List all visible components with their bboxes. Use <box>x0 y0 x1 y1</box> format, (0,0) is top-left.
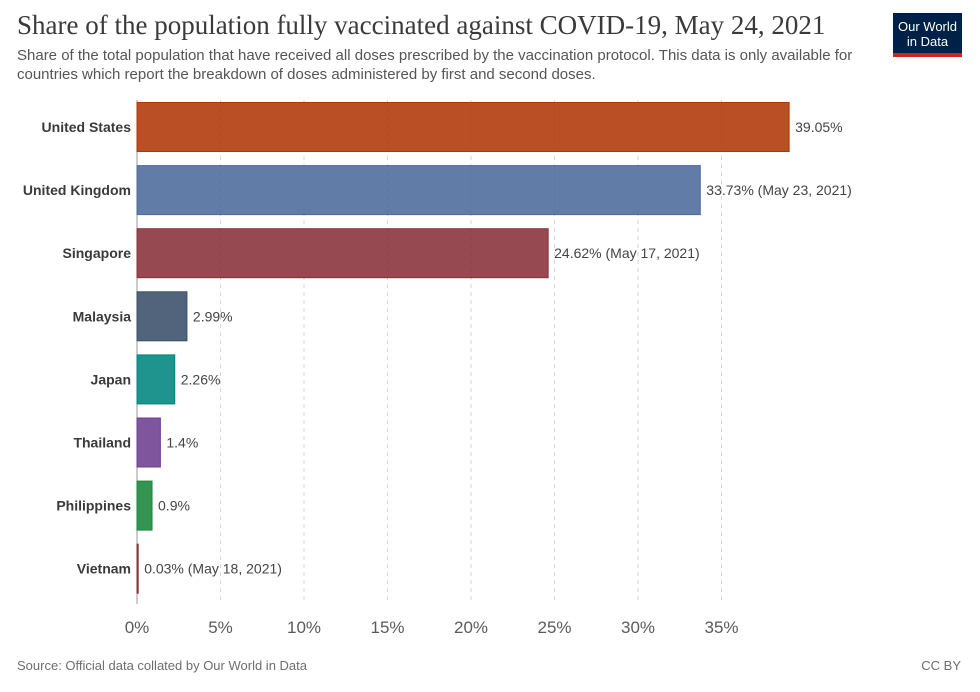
chart-subtitle: Share of the total population that have … <box>17 47 853 83</box>
value-label: 24.62% (May 17, 2021) <box>554 245 700 261</box>
x-axis-ticks: 0% 5% 10% 15% 20% 25% 30% 35% <box>125 618 739 637</box>
bar-row[interactable]: Malaysia 2.99% <box>73 291 233 342</box>
x-tick-label: 15% <box>370 618 404 637</box>
bar[interactable] <box>136 165 701 216</box>
bar[interactable] <box>136 102 790 152</box>
bar-row[interactable]: United Kingdom 33.73% (May 23, 2021) <box>23 165 852 216</box>
category-label: Japan <box>91 371 131 387</box>
bar-row[interactable]: Vietnam 0.03% (May 18, 2021) <box>77 543 282 594</box>
bar-row[interactable]: United States 39.05% <box>42 102 843 152</box>
bar[interactable] <box>136 543 139 594</box>
category-label: Malaysia <box>73 308 132 324</box>
x-tick-label: 30% <box>621 618 655 637</box>
chart-title: Share of the population fully vaccinated… <box>17 10 826 40</box>
x-tick-label: 5% <box>208 618 233 637</box>
value-label: 1.4% <box>166 435 198 451</box>
x-tick-label: 0% <box>125 618 150 637</box>
bar-row[interactable]: Japan 2.26% <box>91 354 221 405</box>
owid-logo[interactable]: Our World in Data <box>893 13 962 57</box>
value-label: 0.03% (May 18, 2021) <box>144 561 282 577</box>
x-tick-label: 10% <box>287 618 321 637</box>
value-label: 2.26% <box>181 371 221 387</box>
bars: United States 39.05% United Kingdom 33.73% … <box>23 102 852 594</box>
bar[interactable] <box>136 291 188 342</box>
category-label: United States <box>42 119 132 135</box>
bar[interactable] <box>136 228 549 279</box>
category-label: Singapore <box>63 245 132 261</box>
logo-line-1: Our World <box>898 19 957 34</box>
value-label: 33.73% (May 23, 2021) <box>706 182 852 198</box>
category-label: Philippines <box>56 498 131 514</box>
x-tick-label: 25% <box>537 618 571 637</box>
value-label: 2.99% <box>193 308 233 324</box>
source-note: Source: Official data collated by Our Wo… <box>17 658 307 673</box>
logo-line-2: in Data <box>906 34 949 49</box>
category-label: Vietnam <box>77 561 131 577</box>
bar[interactable] <box>136 417 161 468</box>
value-label: 0.9% <box>158 498 190 514</box>
bar[interactable] <box>136 354 176 405</box>
bar[interactable] <box>136 480 153 531</box>
x-tick-label: 20% <box>454 618 488 637</box>
bar-row[interactable]: Singapore 24.62% (May 17, 2021) <box>63 228 700 279</box>
bar-row[interactable]: Philippines 0.9% <box>56 480 190 531</box>
value-label: 39.05% <box>795 119 842 135</box>
category-label: United Kingdom <box>23 182 131 198</box>
category-label: Thailand <box>73 435 131 451</box>
license-link[interactable]: CC BY <box>921 658 961 673</box>
bar-row[interactable]: Thailand 1.4% <box>73 417 198 468</box>
x-tick-label: 35% <box>704 618 738 637</box>
